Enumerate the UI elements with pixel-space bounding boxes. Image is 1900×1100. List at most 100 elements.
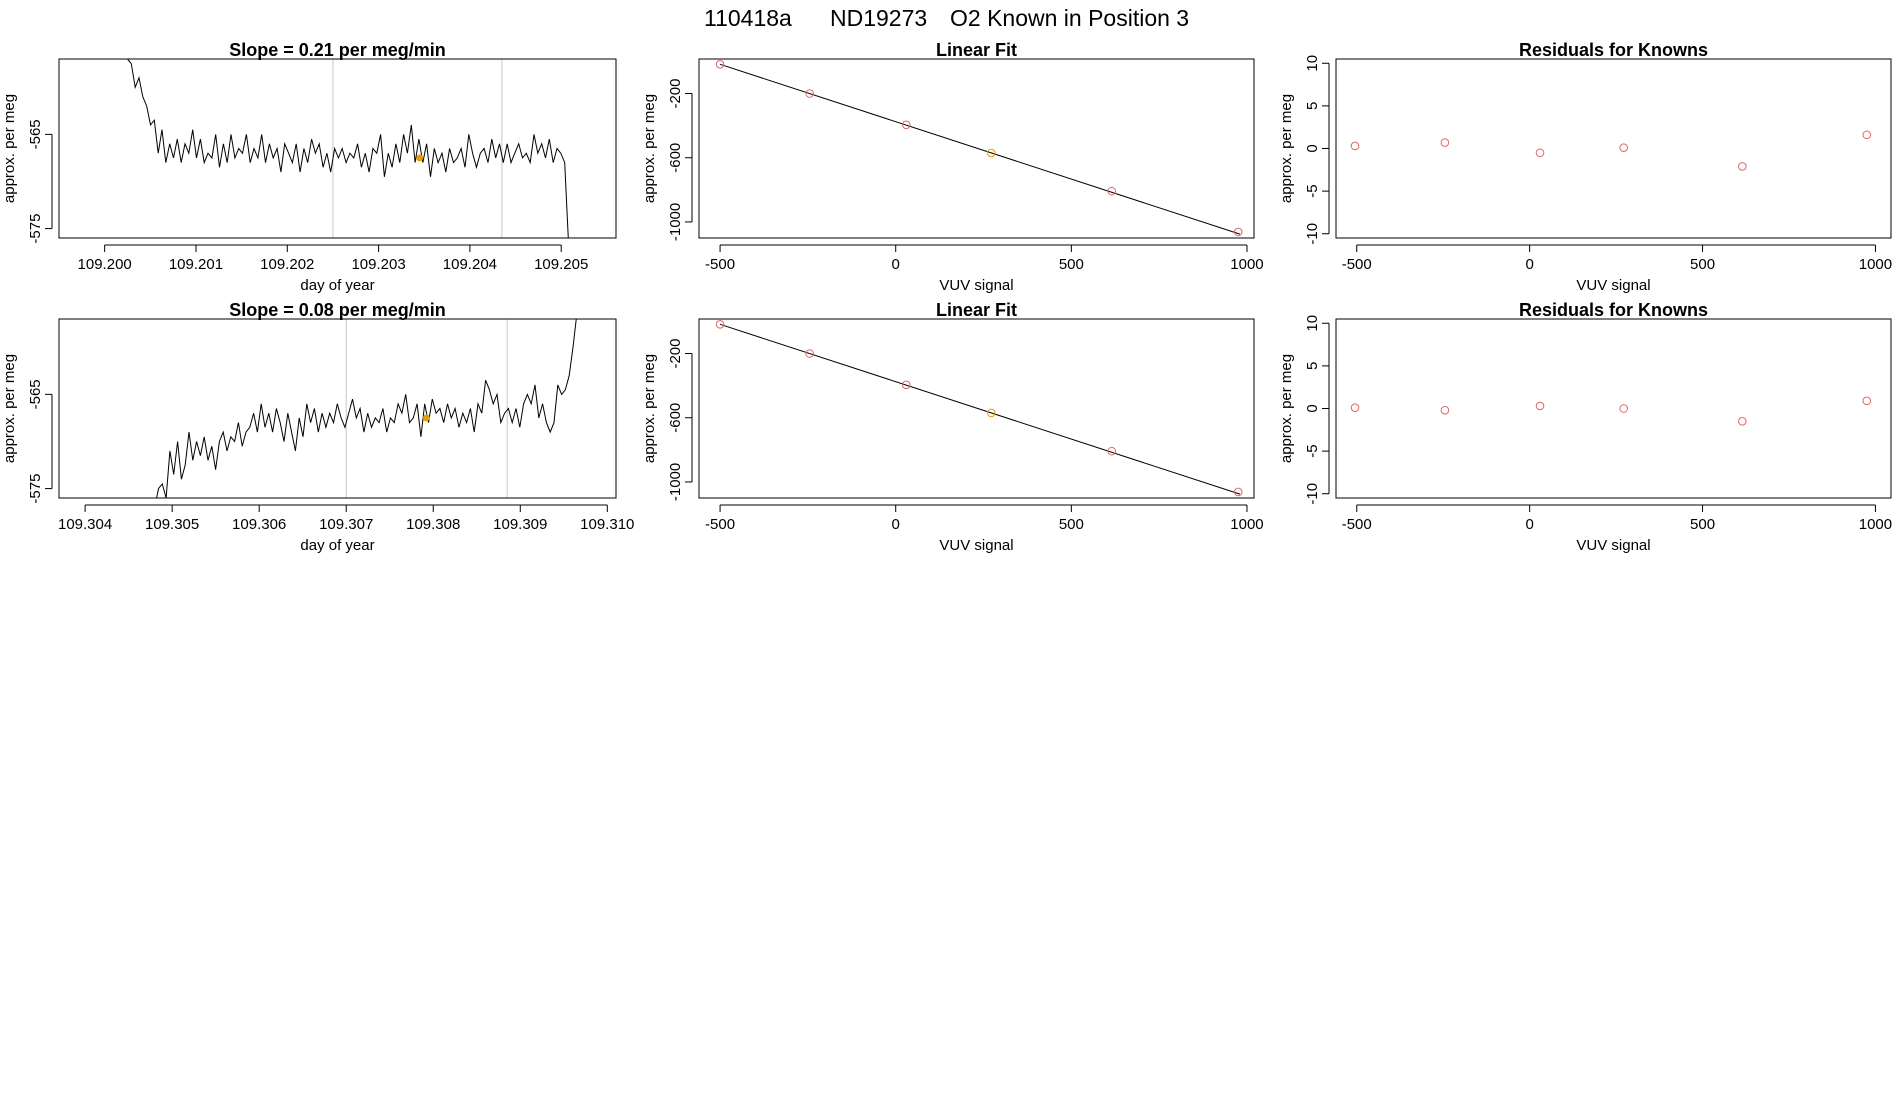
x-tick-label: 0 <box>892 516 900 533</box>
x-axis-title: VUV signal <box>939 537 1013 554</box>
slope-plot-bottom: Slope = 0.08 per meg/min 109.304 109.305 10… <box>1 300 634 554</box>
data-point <box>901 380 911 390</box>
y-axis-title: approx. per meg <box>1 354 18 463</box>
data-point <box>1738 162 1747 171</box>
x-tick-label: 109.304 <box>58 516 112 533</box>
x-tick-label: -500 <box>705 256 735 273</box>
fit-line <box>719 323 1241 495</box>
data-point <box>1619 143 1629 152</box>
data-point <box>805 89 814 98</box>
panel-title: Linear Fit <box>936 40 1017 60</box>
y-axis-title: approx. per meg <box>1278 354 1295 463</box>
data-point <box>1107 186 1117 196</box>
data-point <box>1862 396 1872 406</box>
y-tick-label: 0 <box>1304 404 1321 412</box>
x-tick-label: 109.200 <box>78 256 132 273</box>
data-point <box>805 349 814 358</box>
x-axis-title: VUV signal <box>1576 277 1650 294</box>
plot-frame <box>58 58 617 239</box>
x-tick-label: 109.305 <box>145 516 199 533</box>
y-tick-label: -200 <box>667 339 684 369</box>
x-tick-label: 500 <box>1690 256 1715 273</box>
y-tick-label: -565 <box>27 379 44 409</box>
x-tick-label: 1000 <box>1859 256 1892 273</box>
data-point <box>1107 446 1117 456</box>
x-tick-label: 500 <box>1690 516 1715 533</box>
page-title-run-id: 110418a <box>704 5 792 31</box>
y-tick-label: -575 <box>27 214 44 244</box>
x-tick-label: 500 <box>1059 516 1084 533</box>
data-point <box>715 59 725 69</box>
panel-title: Residuals for Knowns <box>1519 40 1708 60</box>
panel-title: Linear Fit <box>936 300 1017 320</box>
y-tick-label: 10 <box>1304 315 1321 332</box>
residuals-plot-bottom: Residuals for Knowns -500 0 500 1000 VUV sign… <box>1278 300 1892 554</box>
x-tick-label: 109.308 <box>406 516 460 533</box>
data-point <box>1619 404 1629 413</box>
x-axis-title: VUV signal <box>1576 537 1650 554</box>
x-tick-label: 500 <box>1059 256 1084 273</box>
y-axis-title: approx. per meg <box>641 94 658 203</box>
plot-frame <box>1335 318 1892 499</box>
y-tick-label: -5 <box>1304 444 1321 457</box>
x-tick-label: 109.310 <box>580 516 634 533</box>
data-point <box>1350 403 1360 412</box>
plot-frame <box>58 318 617 499</box>
y-tick-label: -600 <box>667 403 684 433</box>
data-point <box>1535 401 1545 411</box>
plot-frame <box>1335 58 1892 239</box>
plot-area <box>715 59 1243 237</box>
y-tick-label: -1000 <box>667 203 684 241</box>
y-axis-title: approx. per meg <box>641 354 658 463</box>
y-tick-label: 5 <box>1304 362 1321 370</box>
series-line <box>127 59 569 238</box>
data-point <box>986 408 996 418</box>
y-tick-label: -600 <box>667 143 684 173</box>
x-tick-label: 109.307 <box>319 516 373 533</box>
linear-fit-plot-bottom: Linear Fit -500 0 500 1000 VUV signal -1000 -60… <box>641 300 1264 554</box>
y-axis-title: approx. per meg <box>1 94 18 203</box>
y-tick-label: -1000 <box>667 463 684 501</box>
x-tick-label: 109.205 <box>534 256 588 273</box>
data-point <box>986 148 996 158</box>
plot-frame <box>698 58 1255 239</box>
panel-title: Residuals for Knowns <box>1519 300 1708 320</box>
x-tick-label: 0 <box>1525 516 1533 533</box>
plot-area <box>156 319 577 498</box>
data-point <box>1440 405 1450 415</box>
data-point <box>1350 141 1360 151</box>
series-line <box>156 319 577 498</box>
plot-area <box>715 319 1243 497</box>
x-tick-label: 109.306 <box>232 516 286 533</box>
data-point <box>1440 138 1450 147</box>
x-tick-label: 1000 <box>1230 256 1263 273</box>
panel-title: Slope = 0.21 per meg/min <box>229 40 446 60</box>
x-tick-label: 0 <box>1525 256 1533 273</box>
x-axis-title: VUV signal <box>939 277 1013 294</box>
x-tick-label: 0 <box>892 256 900 273</box>
data-point <box>1738 416 1747 426</box>
page-title-tank-id: ND19273 <box>830 5 927 31</box>
x-tick-label: -500 <box>705 516 735 533</box>
y-tick-label: 0 <box>1304 144 1321 152</box>
x-axis-title: day of year <box>300 537 374 554</box>
x-tick-label: 1000 <box>1230 516 1263 533</box>
y-tick-label: -575 <box>27 474 44 504</box>
plot-area <box>127 59 569 238</box>
panel-title: Slope = 0.08 per meg/min <box>229 300 446 320</box>
page-title-description: O2 Known in Position 3 <box>950 5 1189 31</box>
y-tick-label: -5 <box>1304 184 1321 197</box>
x-tick-label: 109.309 <box>493 516 547 533</box>
x-axis-title: day of year <box>300 277 374 294</box>
data-point <box>1233 227 1243 237</box>
data-point <box>715 319 725 329</box>
data-point <box>901 120 911 130</box>
x-tick-label: -500 <box>1342 516 1372 533</box>
slope-plot-top: Slope = 0.21 per meg/min 109.200 109.201 10… <box>1 40 617 294</box>
residuals-plot-top: Residuals for Knowns -500 0 500 1000 VUV sign… <box>1278 40 1892 294</box>
x-tick-label: -500 <box>1342 256 1372 273</box>
x-tick-label: 109.203 <box>351 256 405 273</box>
highlight-point <box>422 414 430 422</box>
x-tick-label: 109.204 <box>443 256 497 273</box>
